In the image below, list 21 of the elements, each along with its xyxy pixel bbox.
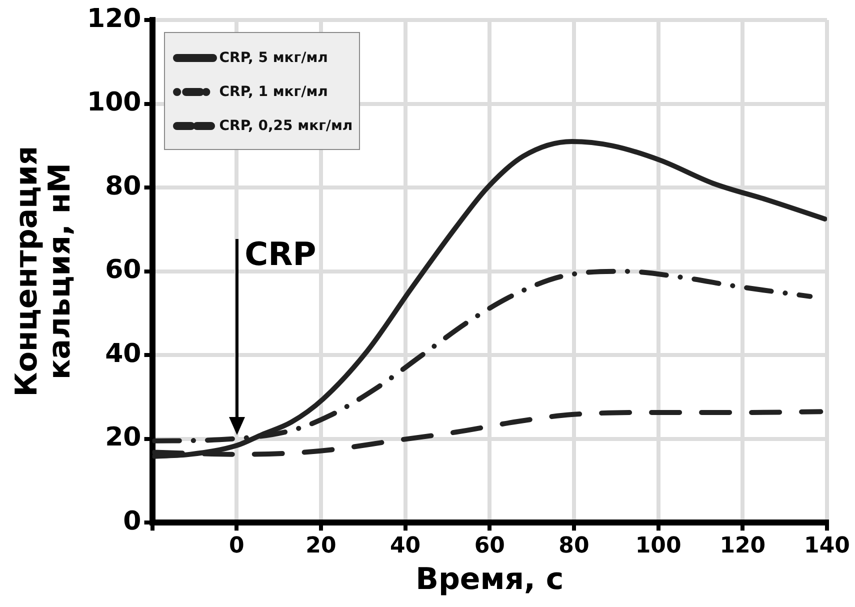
x-tick-label: 140 [804,534,850,559]
y-axis-title: Концентрация кальция, нМ [9,146,78,397]
y-tick-label: 80 [105,171,142,202]
legend-label: CRP, 5 мкг/мл [219,50,328,66]
y-tick-label: 0 [123,506,142,536]
x-axis-title: Время, с [416,562,564,597]
x-tick-label: 40 [390,534,421,559]
x-tick-label: 60 [474,534,505,559]
x-tick-label: 100 [635,534,682,559]
legend-label: CRP, 0,25 мкг/мл [219,118,353,134]
ref-line-label: CRP [244,234,316,273]
y-tick-label: 20 [105,422,142,453]
y-tick-label: 40 [105,338,142,369]
x-tick-label: 20 [306,534,336,559]
legend-label: CRP, 1 мкг/мл [219,84,328,100]
y-tick-label: 100 [86,88,142,118]
x-tick-label: 120 [720,534,766,559]
x-tick-label: 0 [228,534,244,559]
y-tick-label: 60 [105,255,142,286]
y-tick-label: 120 [86,4,142,34]
x-tick-label: 80 [558,534,590,559]
